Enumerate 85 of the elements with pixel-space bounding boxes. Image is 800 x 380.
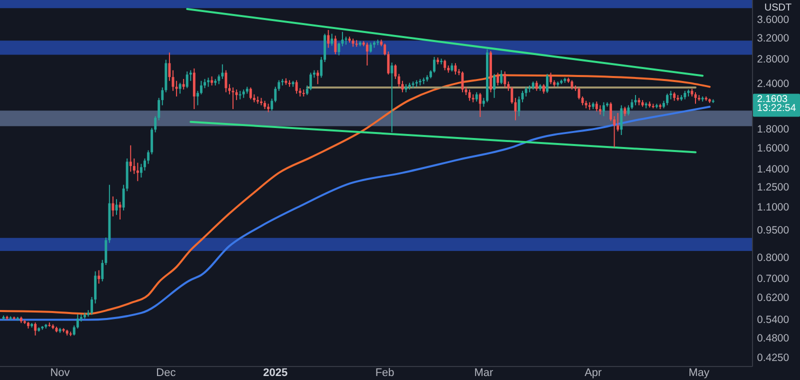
candlestick	[598, 104, 602, 116]
candlestick	[366, 42, 368, 66]
text: 2.1603	[757, 94, 788, 105]
candlestick	[186, 70, 188, 89]
candlestick	[444, 59, 446, 71]
y-tick-label: 0.5400	[757, 314, 790, 326]
x-tick-label: Dec	[156, 367, 176, 379]
candlestick	[570, 80, 574, 90]
y-tick-label: 0.4800	[757, 332, 790, 345]
y-tick-label: 1.4000	[757, 163, 790, 176]
y-tick-label: 0.8000	[757, 252, 790, 264]
candlestick	[500, 70, 503, 85]
candlestick	[218, 74, 220, 85]
candlestick	[504, 70, 506, 88]
y-tick-label: 0.6200	[757, 292, 790, 304]
candlestick	[316, 70, 319, 85]
x-tick-label: 2025	[263, 367, 288, 379]
candlestick	[168, 52, 171, 82]
candlestick	[182, 78, 185, 90]
candlestick	[295, 80, 298, 94]
candlestick	[666, 93, 669, 106]
y-tick-label: 3.6000	[757, 14, 790, 26]
candlestick	[235, 88, 238, 101]
candlestick	[327, 29, 330, 48]
candlestick	[210, 76, 214, 86]
y-tick-label: 2.4000	[757, 78, 790, 90]
candlestick	[524, 86, 528, 97]
text: 13:22:54	[757, 102, 796, 114]
y-tick-label: 3.2000	[757, 32, 790, 45]
candlestick	[595, 101, 598, 112]
candlestick	[204, 78, 206, 89]
candlestick	[330, 33, 334, 46]
y-tick-label: 1.2500	[757, 181, 790, 194]
y-tick-label: 1.8000	[757, 124, 790, 136]
candlestick	[454, 62, 457, 76]
y-tick-label: 1.1000	[757, 202, 790, 214]
candlestick	[535, 80, 538, 92]
line-series	[0, 74, 711, 315]
y-tick-label: 1.6000	[757, 142, 790, 154]
candlestick	[624, 106, 626, 117]
candlestick	[207, 77, 210, 88]
x-tick-label: Apr	[584, 367, 602, 379]
candlestick	[496, 72, 500, 86]
candlestick	[98, 270, 100, 284]
x-tick-label: Mar	[474, 367, 494, 379]
candlestick	[178, 82, 182, 94]
candlestick	[521, 90, 524, 103]
candlestick	[369, 42, 372, 54]
x-tick-label: Feb	[375, 367, 394, 379]
candlestick	[493, 73, 496, 98]
candlestick	[468, 88, 471, 102]
y-tick-label: 0.4250	[757, 352, 790, 364]
y-tick-label: 0.9500	[757, 224, 790, 237]
candlestick	[620, 104, 623, 136]
y-axis-title: USDT	[764, 2, 792, 14]
candlestick	[433, 56, 436, 74]
line-series	[0, 106, 711, 321]
candlestick	[112, 196, 114, 217]
candlestick	[224, 70, 228, 93]
candlestick	[627, 104, 630, 116]
candlestick	[610, 102, 612, 122]
candlestick	[478, 92, 482, 118]
candlestick	[475, 92, 478, 102]
candlestick	[34, 322, 37, 336]
candlestick	[550, 72, 552, 85]
candlestick	[309, 72, 312, 91]
candlestick	[118, 201, 122, 220]
x-tick-label: May	[688, 367, 710, 379]
candlestick	[542, 84, 545, 94]
candlestick	[334, 35, 337, 55]
candlestick	[602, 102, 605, 117]
candlestick	[140, 163, 142, 178]
candlestick	[634, 94, 637, 106]
candlestick	[136, 162, 139, 182]
candlestick	[175, 80, 178, 97]
y-tick-label: 2.8000	[757, 54, 790, 66]
candlestick	[546, 73, 548, 94]
candlestick	[129, 144, 132, 172]
y-tick-label: 0.7000	[757, 273, 790, 286]
candlestick	[249, 86, 252, 100]
candlestick	[192, 68, 196, 110]
x-tick-label: Nov	[50, 367, 70, 379]
candlestick	[338, 42, 340, 56]
candlestick	[200, 80, 202, 95]
candlestick	[390, 62, 394, 133]
